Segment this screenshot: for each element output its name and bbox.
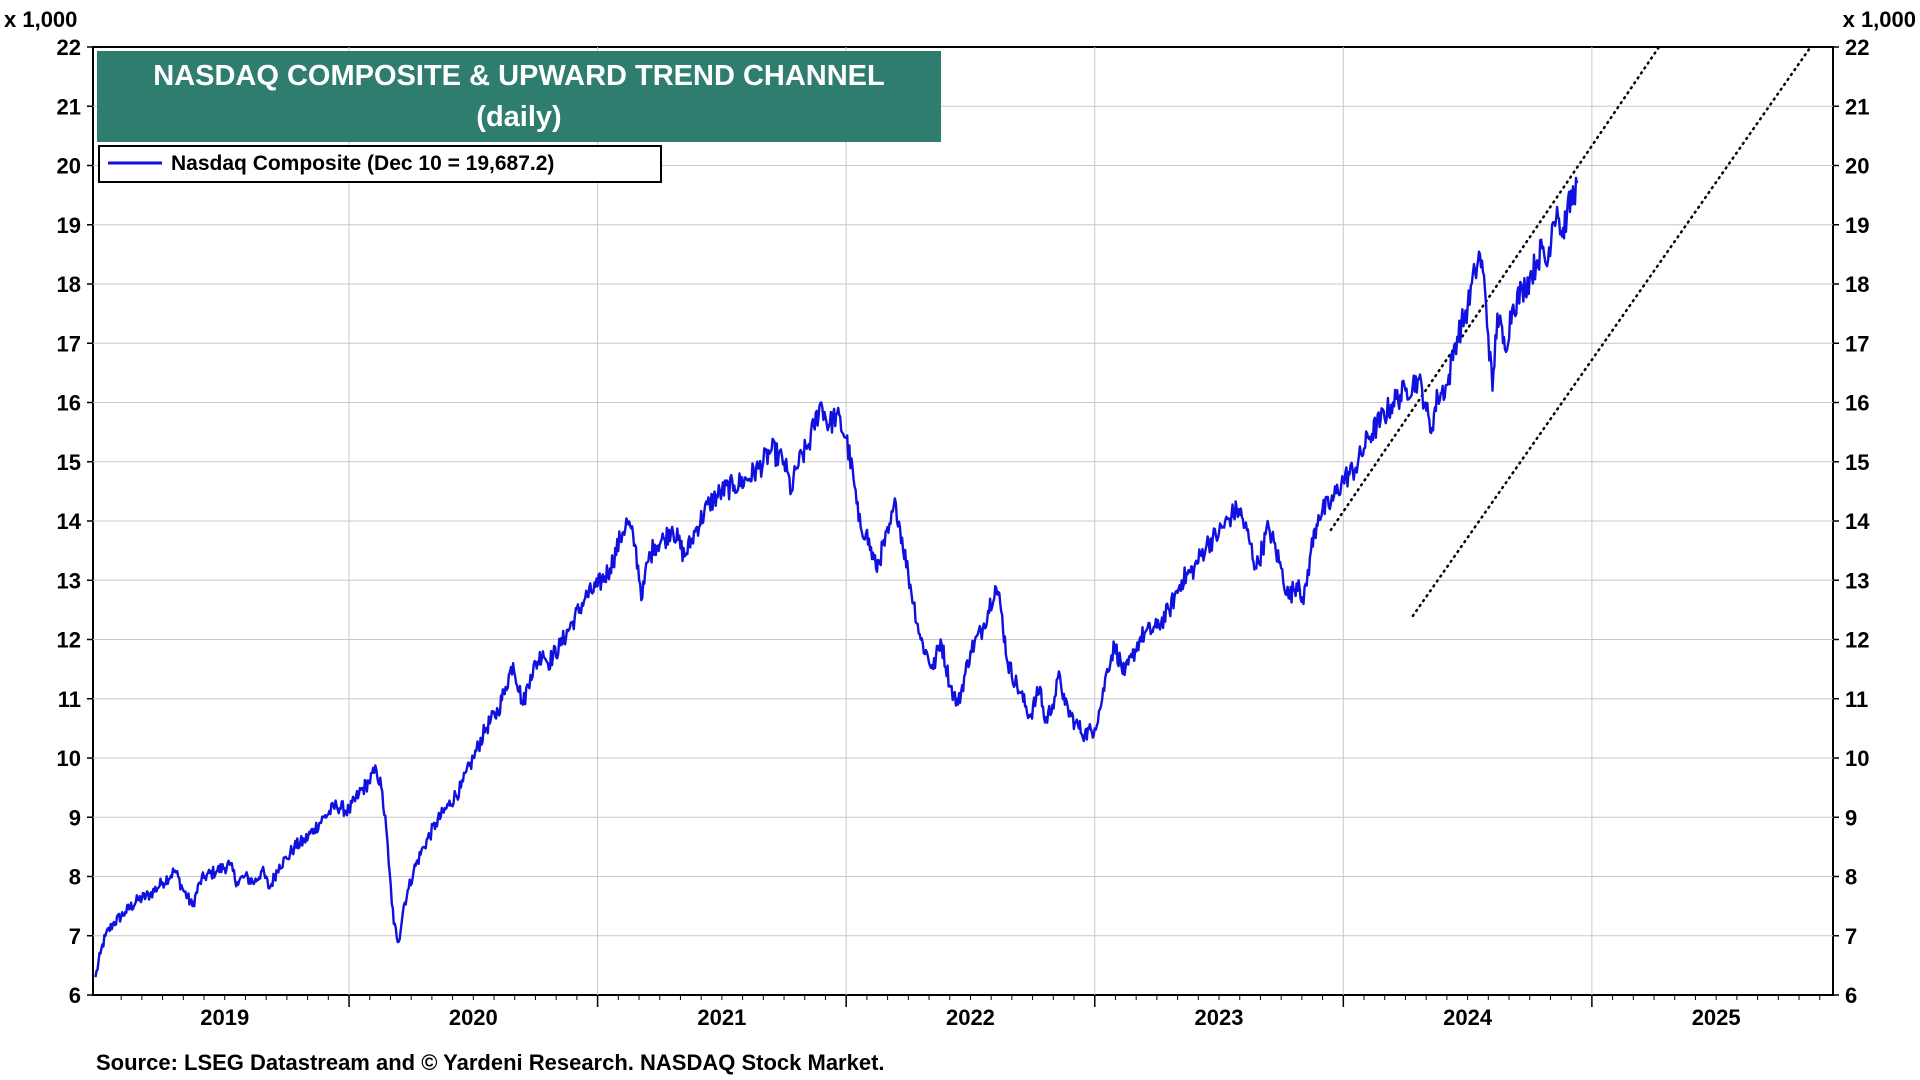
y-tick-label-right: 6 [1845, 983, 1857, 1008]
y-tick-label-left: 21 [57, 94, 81, 119]
x-tick-label: 2022 [946, 1005, 995, 1030]
y-tick-label-left: 7 [69, 924, 81, 949]
y-tick-label-left: 6 [69, 983, 81, 1008]
y-tick-label-left: 12 [57, 628, 81, 653]
y-tick-label-right: 14 [1845, 509, 1870, 534]
y-tick-label-right: 17 [1845, 331, 1869, 356]
y-axis-unit-left: x 1,000 [4, 7, 77, 32]
y-tick-label-right: 19 [1845, 213, 1869, 238]
x-tick-label: 2020 [449, 1005, 498, 1030]
trend-channel-lower-line [1411, 45, 1812, 618]
y-tick-label-right: 22 [1845, 35, 1869, 60]
y-tick-label-left: 22 [57, 35, 81, 60]
source-note: Source: LSEG Datastream and © Yardeni Re… [96, 1050, 885, 1075]
x-tick-label: 2019 [200, 1005, 249, 1030]
y-tick-label-left: 14 [57, 509, 82, 534]
y-tick-label-right: 7 [1845, 924, 1857, 949]
y-tick-label-right: 9 [1845, 805, 1857, 830]
y-tick-label-left: 11 [58, 687, 81, 712]
y-tick-label-left: 13 [57, 568, 81, 593]
series-layer [94, 176, 1579, 978]
y-tick-label-right: 21 [1845, 94, 1869, 119]
y-tick-label-right: 20 [1845, 154, 1869, 179]
x-tick-label: 2024 [1443, 1005, 1493, 1030]
y-tick-label-right: 10 [1845, 746, 1869, 771]
y-tick-label-left: 18 [57, 272, 81, 297]
trend-channel [1329, 45, 1812, 618]
y-tick-label-left: 10 [57, 746, 81, 771]
y-tick-label-left: 15 [57, 450, 81, 475]
y-tick-label-left: 8 [69, 865, 81, 890]
trend-channel-upper-line [1329, 45, 1661, 532]
y-tick-label-right: 12 [1845, 628, 1869, 653]
y-tick-label-right: 13 [1845, 568, 1869, 593]
y-tick-label-right: 16 [1845, 391, 1869, 416]
chart-title: NASDAQ COMPOSITE & UPWARD TREND CHANNEL [153, 60, 884, 92]
y-axis-unit-right: x 1,000 [1843, 7, 1916, 32]
x-tick-label: 2025 [1692, 1005, 1741, 1030]
x-tick-label: 2021 [697, 1005, 746, 1030]
legend-box [98, 145, 662, 183]
y-tick-label-left: 9 [69, 805, 81, 830]
y-tick-label-right: 8 [1845, 865, 1857, 890]
series-line-nasdaq-composite [94, 176, 1579, 978]
chart-subtitle: (daily) [476, 101, 561, 133]
y-tick-label-left: 17 [57, 331, 81, 356]
y-tick-label-right: 11 [1845, 687, 1868, 712]
y-tick-label-left: 16 [57, 391, 81, 416]
legend-label: Nasdaq Composite (Dec 10 = 19,687.2) [171, 152, 554, 175]
x-ticks: 2019 2020 2021 2022 2023 2024 2025 [120, 995, 1821, 1030]
y-tick-label-right: 18 [1845, 272, 1869, 297]
title-box [97, 51, 941, 142]
y-ticks: 6 6 7 7 8 8 9 9 10 10 11 11 12 12 13 13 14 14 15 15 16 16 17 17… [57, 35, 1871, 1008]
x-tick-label: 2023 [1195, 1005, 1244, 1030]
y-tick-label-right: 15 [1845, 450, 1869, 475]
y-tick-label-left: 20 [57, 154, 81, 179]
y-tick-label-left: 19 [57, 213, 81, 238]
